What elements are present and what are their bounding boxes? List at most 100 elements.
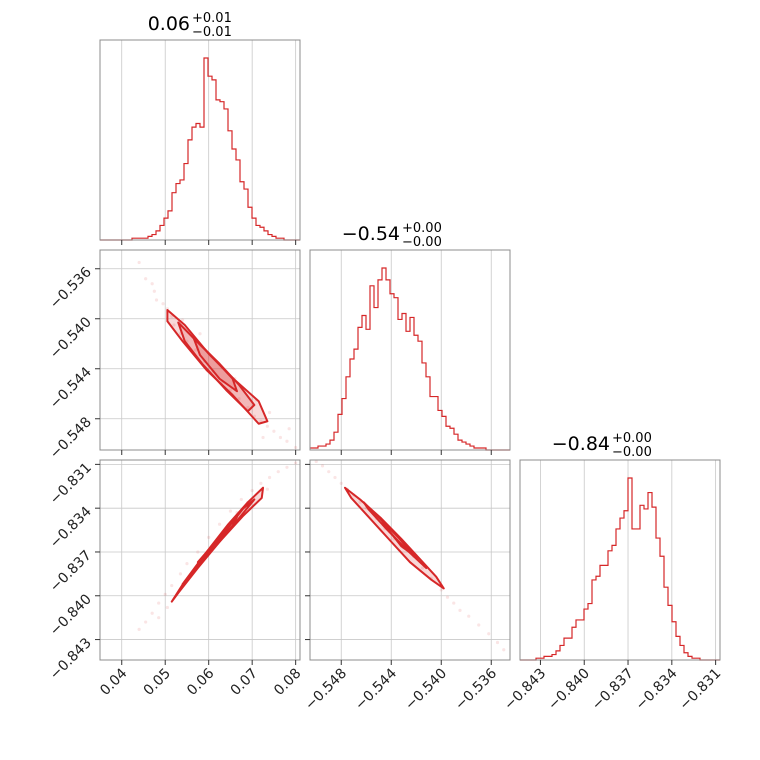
sample-point [178,572,183,576]
sample-point [272,429,276,433]
title-error-minus: −0.01 [192,25,232,40]
sample-point [458,608,462,612]
scatter-panel-0-1: −0.548−0.544−0.540−0.536 [47,249,301,462]
y-tick-label: −0.548 [47,414,95,462]
sample-point [502,648,506,652]
scatter-panel-1-2: −0.548 −0.544 −0.540 −0.536 [302,459,511,714]
y-tick-label: −0.544 [47,364,95,412]
sample-point [152,289,156,293]
sample-point [261,435,265,440]
sample-point [320,464,325,468]
sample-point [207,535,211,539]
sample-point [228,509,233,513]
sample-point [144,277,148,281]
parameter-title-2: −0.84 +0.00−0.00 [552,431,652,460]
sample-point [278,435,283,440]
x-tick-label: −0.843 [501,666,549,714]
sample-point [445,595,450,599]
y-tick-label: −0.837 [47,547,95,595]
sample-point [172,323,176,327]
contour-level-2 [380,518,413,555]
sample-point [327,470,331,474]
title-value: 0.06 [148,13,190,35]
y-tick-label: −0.540 [47,314,95,362]
panel-frame [99,39,301,241]
sample-point [181,318,185,322]
y-tick-label: −0.834 [47,504,95,552]
x-tick-label: −0.536 [452,665,500,713]
title-value: −0.84 [552,433,610,455]
y-tick-label: −0.840 [47,591,95,639]
sample-point [250,489,254,493]
x-tick-label: 0.05 [141,666,174,699]
x-tick-label: −0.540 [402,666,450,714]
sample-point [495,640,500,645]
sample-point [267,410,272,415]
sample-point [165,605,169,610]
panel-background [520,460,720,660]
title-error-plus: +0.00 [402,221,442,236]
x-tick-label: −0.840 [545,666,593,714]
title-error-plus: +0.00 [612,431,652,446]
panel-background [100,40,300,240]
x-tick-label: −0.834 [633,665,681,713]
sample-point [333,475,337,480]
parameter-title-0: 0.06 +0.01−0.01 [148,11,232,40]
sample-point [154,298,159,302]
x-tick-label: 0.07 [228,666,261,699]
contour-level-2 [196,515,238,564]
histogram-line-2 [520,477,720,661]
histogram-line-1 [310,267,510,451]
panel-frame [99,249,301,451]
title-error-minus: −0.00 [402,235,442,250]
sample-point [358,500,362,504]
histogram-panel-1: −0.54 +0.00−0.00 [309,221,511,455]
sample-point [294,445,298,450]
sample-point [246,405,250,410]
sample-point [137,260,141,265]
sample-point [150,282,154,286]
x-tick-label: −0.831 [676,666,724,714]
panel-background [100,250,300,450]
panel-frame [99,459,301,661]
sample-point [194,348,198,352]
sample-point [157,601,161,605]
sample-point [285,465,289,469]
sample-point [287,427,291,431]
y-tick-label: −0.831 [47,460,95,508]
y-tick-label: −0.843 [47,635,95,683]
histogram-panel-0: 0.06 +0.01−0.01 [99,11,301,245]
sample-point [157,616,161,620]
histogram-panel-2: −0.843−0.840−0.837−0.834−0.831 −0.84 +0.00… [501,431,724,713]
sample-point [137,627,141,631]
sample-point [276,470,280,474]
x-tick-label: −0.544 [352,665,400,713]
panel-background [310,460,510,660]
sample-point [161,302,165,306]
sample-point [439,588,443,592]
panel-frame [309,249,511,451]
title-error-plus: +0.01 [192,11,232,26]
sample-point [487,632,491,636]
x-tick-label: 0.04 [97,665,130,698]
sample-point [170,583,174,588]
sample-point [339,481,343,485]
x-tick-label: 0.06 [184,665,217,698]
sample-point [265,424,269,428]
sample-point [314,459,318,464]
sample-point [259,481,263,485]
panel-frame [519,459,721,661]
sample-point [267,475,272,480]
panel-frame [309,459,511,661]
title-value: −0.54 [342,223,400,245]
sample-point [452,601,456,605]
sample-point [285,439,289,443]
sample-point [196,550,200,554]
sample-point [217,522,222,526]
title-error-minus: −0.00 [612,445,652,460]
sample-point [467,614,471,618]
x-tick-label: 0.08 [271,666,304,699]
histogram-line-0 [100,57,300,241]
parameter-title-1: −0.54 +0.00−0.00 [342,221,442,250]
